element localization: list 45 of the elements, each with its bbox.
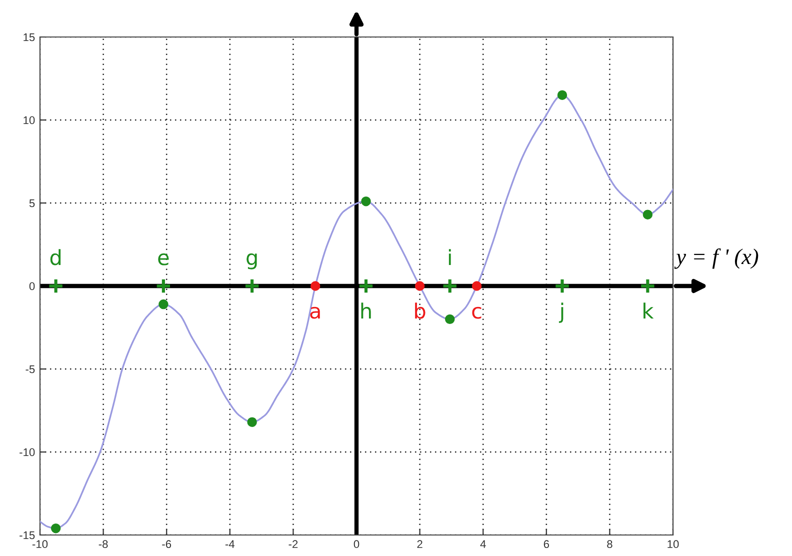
data-label: b <box>415 302 426 319</box>
point <box>557 90 568 100</box>
y-tick-label: -10 <box>20 448 35 456</box>
text: y = f ' (x) <box>674 248 758 269</box>
x-tick-label: -8 <box>98 540 108 548</box>
data-label: a <box>310 306 320 319</box>
point <box>442 278 458 294</box>
x-tick-label: 6 <box>544 540 549 548</box>
data-label: e <box>158 253 169 266</box>
y-tick-label: 0 <box>29 282 35 290</box>
point <box>361 196 371 206</box>
x-tick-label: 4 <box>480 540 486 548</box>
point <box>445 314 455 324</box>
x-tick-label: -4 <box>225 540 235 548</box>
point <box>554 278 570 294</box>
x-tick-label: -6 <box>162 540 172 548</box>
data-label: i <box>448 249 451 265</box>
point <box>244 278 260 294</box>
y-tick-label: 10 <box>24 116 35 124</box>
point <box>48 278 64 294</box>
y-tick-label: 15 <box>24 33 35 42</box>
data-label: j <box>558 302 564 323</box>
point <box>358 278 374 294</box>
x-tick-label: -2 <box>288 540 298 548</box>
point <box>155 278 172 294</box>
point <box>642 210 653 220</box>
x-tick-label: 10 <box>668 540 679 548</box>
y-tick-label: -15 <box>20 531 35 540</box>
data-label: c <box>472 306 482 319</box>
point <box>414 281 425 291</box>
point <box>640 278 656 294</box>
point <box>310 281 320 291</box>
x-tick-label: 8 <box>607 540 612 548</box>
data-label: g <box>246 253 257 270</box>
y-tick-label: 5 <box>29 199 35 208</box>
data-label: d <box>50 249 61 266</box>
data-label: k <box>644 302 654 318</box>
point <box>50 524 61 534</box>
x-tick-label: 2 <box>417 540 422 548</box>
point <box>247 417 257 427</box>
point <box>158 299 168 310</box>
data-label: h <box>361 302 371 318</box>
point <box>472 281 482 291</box>
x-tick-label: 0 <box>354 540 360 548</box>
y-tick-label: -5 <box>26 365 35 374</box>
